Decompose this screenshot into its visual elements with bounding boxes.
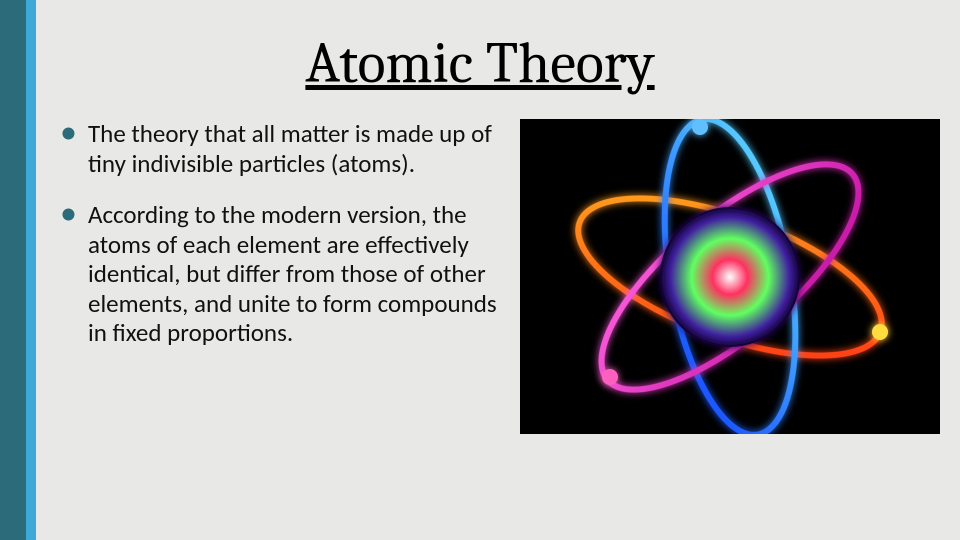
bullet-item: The theory that all matter is made up of… xyxy=(60,119,500,178)
atom-image xyxy=(520,119,940,434)
slide-content: The theory that all matter is made up of… xyxy=(0,119,960,434)
slide: Atomic Theory The theory that all matter… xyxy=(0,0,960,540)
bullet-item: According to the modern version, the ato… xyxy=(60,200,500,348)
slide-title: Atomic Theory xyxy=(0,30,960,97)
bullet-list: The theory that all matter is made up of… xyxy=(60,119,510,370)
